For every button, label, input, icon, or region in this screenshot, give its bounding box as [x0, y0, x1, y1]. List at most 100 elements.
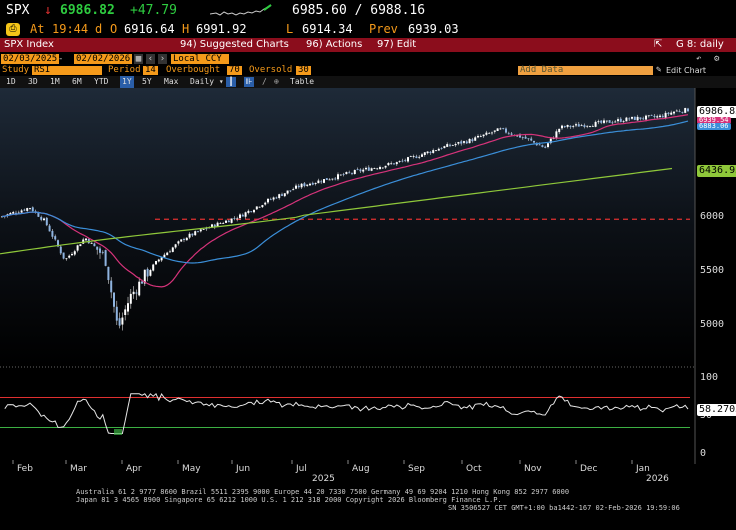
- price-tick-5000: 5000: [700, 319, 725, 330]
- edit-menu[interactable]: 97) Edit: [377, 39, 417, 50]
- candle-body: [636, 116, 639, 121]
- candle-body: [337, 174, 339, 180]
- candle-body: [82, 239, 85, 244]
- bar-type-icon[interactable]: ⊪: [244, 77, 254, 87]
- candle-body: [547, 143, 549, 148]
- candle-body: [202, 229, 205, 230]
- price-chart[interactable]: [0, 88, 736, 464]
- candle-body: [96, 246, 99, 250]
- frequency-select[interactable]: Daily ▾: [190, 77, 224, 86]
- currency-select[interactable]: Local CCY: [171, 54, 229, 64]
- d-label: d: [95, 22, 103, 36]
- range-ytd[interactable]: YTD: [94, 77, 109, 86]
- ma-short-line: [1, 114, 689, 288]
- candle-body: [300, 183, 303, 188]
- candle-body: [625, 117, 628, 122]
- ticker-symbol[interactable]: SPX: [6, 3, 30, 18]
- candle-body: [477, 135, 479, 138]
- candle-body: [449, 144, 451, 146]
- candle-body: [283, 193, 286, 197]
- index-label[interactable]: SPX Index: [4, 39, 54, 50]
- edit-chart-icon[interactable]: ✎: [656, 65, 662, 75]
- range-5y[interactable]: 5Y: [142, 77, 152, 86]
- oversold-field[interactable]: 30: [296, 65, 311, 75]
- candle-body: [166, 252, 169, 256]
- candle-body: [659, 115, 661, 117]
- candle-body: [143, 269, 146, 284]
- range-1m[interactable]: 1M: [50, 77, 60, 86]
- oversold-label: Oversold: [249, 65, 293, 75]
- month-sep: Sep: [408, 464, 425, 474]
- candle-body: [157, 259, 160, 262]
- candle-body: [418, 156, 421, 158]
- export-icon[interactable]: ⇱: [654, 39, 663, 50]
- low-label: L: [286, 22, 294, 36]
- line-type-icon[interactable]: ∕: [262, 77, 267, 86]
- candle-body: [367, 167, 370, 171]
- candle-body: [533, 140, 535, 143]
- candle-body: [118, 318, 121, 326]
- add-data-field[interactable]: Add Data: [518, 66, 653, 75]
- range-max[interactable]: Max: [164, 77, 179, 86]
- candle-body: [524, 136, 527, 139]
- range-1d[interactable]: 1D: [6, 77, 16, 86]
- candle-body: [311, 182, 314, 185]
- candle-body: [631, 116, 633, 119]
- candle-body: [71, 253, 73, 256]
- candle-body: [90, 242, 93, 244]
- candle-body: [289, 190, 292, 192]
- start-date-field[interactable]: 02/03/2025: [1, 54, 60, 64]
- candle-body: [359, 169, 362, 172]
- candle-body: [267, 198, 269, 203]
- range-1y[interactable]: 1Y: [120, 76, 134, 88]
- candle-body: [73, 251, 76, 255]
- candle-body: [107, 266, 110, 281]
- candle-body: [569, 125, 572, 127]
- draw-icon[interactable]: ⊕: [274, 77, 279, 86]
- candle-body: [23, 209, 26, 211]
- suggested-charts-menu[interactable]: 94) Suggested Charts: [180, 39, 289, 50]
- period-label: Period: [108, 65, 141, 75]
- table-button[interactable]: Table: [290, 77, 315, 86]
- prev-period-icon[interactable]: ‹: [146, 54, 155, 64]
- overbought-field[interactable]: 70: [227, 65, 242, 75]
- candle-body: [415, 156, 418, 158]
- candle-body: [541, 145, 544, 148]
- high-label: H: [182, 22, 190, 36]
- range-3d[interactable]: 3D: [28, 77, 38, 86]
- actions-menu[interactable]: 96) Actions: [306, 39, 363, 50]
- candle-body: [328, 179, 331, 181]
- next-period-icon[interactable]: ›: [158, 54, 167, 64]
- rsi-tick-100: 100: [700, 372, 719, 383]
- calendar-icon[interactable]: ▦: [134, 54, 143, 64]
- ma-mid-line: [1, 120, 689, 264]
- candle-body: [622, 121, 625, 123]
- candle-body: [48, 225, 51, 232]
- candle-body: [670, 112, 673, 115]
- candle-body: [278, 194, 281, 199]
- end-date-field[interactable]: 02/02/2026: [74, 54, 133, 64]
- candle-body: [429, 151, 432, 153]
- study-select[interactable]: RSI: [32, 66, 102, 75]
- candle-type-icon[interactable]: ┃: [226, 77, 236, 87]
- candle-body: [549, 138, 552, 144]
- edit-chart-button[interactable]: Edit Chart: [666, 66, 707, 75]
- candle-body: [412, 155, 415, 157]
- candle-body: [577, 124, 580, 127]
- candle-body: [401, 160, 404, 162]
- candle-body: [435, 150, 437, 152]
- candle-body: [407, 157, 409, 162]
- candle-body: [633, 116, 636, 120]
- candle-body: [113, 292, 115, 307]
- candle-body: [387, 163, 390, 166]
- candle-body: [519, 134, 521, 138]
- candle-body: [432, 150, 435, 153]
- oversold-highlight: [114, 429, 122, 435]
- undo-icon[interactable]: ↶: [696, 54, 702, 64]
- range-6m[interactable]: 6M: [72, 77, 82, 86]
- period-field[interactable]: 14: [143, 65, 158, 75]
- news-icon[interactable]: ⎙: [6, 23, 20, 36]
- settings-icon[interactable]: ⚙: [714, 54, 720, 64]
- candle-body: [482, 134, 485, 137]
- g8-daily[interactable]: G 8: daily: [676, 39, 724, 50]
